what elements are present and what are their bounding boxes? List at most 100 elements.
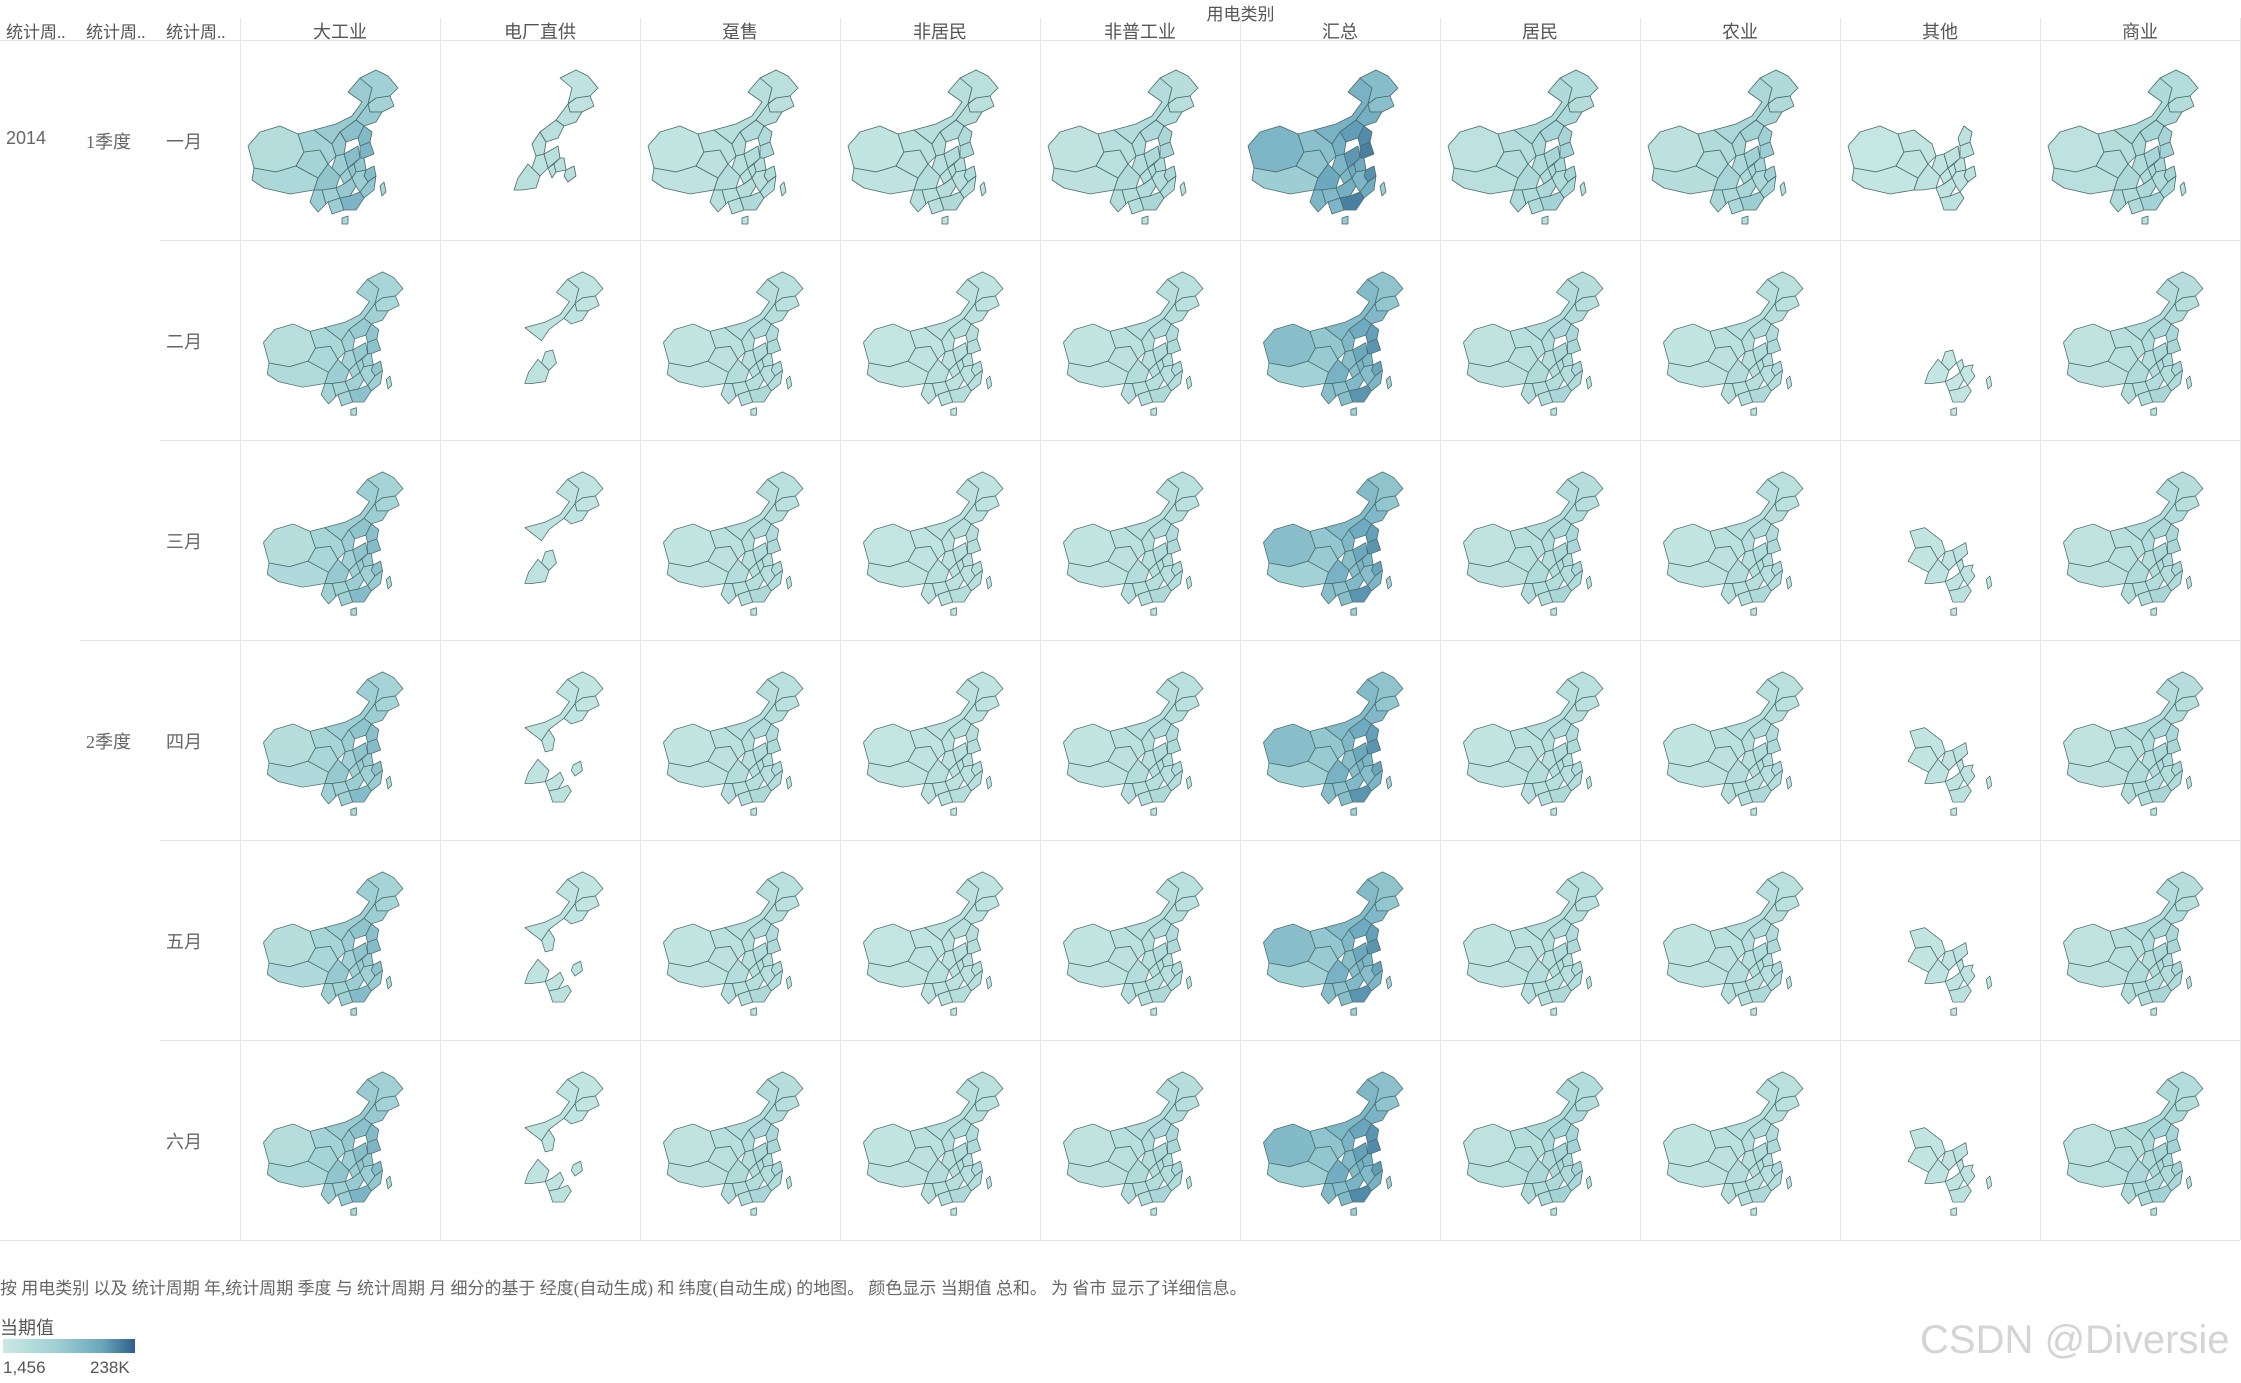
province-shandong[interactable] <box>1365 1123 1380 1143</box>
province-sichuan[interactable] <box>513 163 541 191</box>
province-shanxi[interactable] <box>341 1129 355 1153</box>
province-hainan[interactable] <box>1150 607 1157 616</box>
column-header-4[interactable]: 非普工业 <box>1104 22 1176 42</box>
province-jiangsu[interactable] <box>367 538 381 555</box>
province-jiangsu[interactable] <box>1567 538 1581 555</box>
province-fujian[interactable] <box>967 970 983 992</box>
province-shanxi[interactable] <box>1341 929 1355 953</box>
province-taiwan[interactable] <box>985 375 993 390</box>
province-yunnan[interactable] <box>2120 783 2137 805</box>
province-taiwan[interactable] <box>1385 375 1393 390</box>
province-guangdong[interactable] <box>948 784 972 803</box>
province-hainan[interactable] <box>1150 1207 1157 1216</box>
province-jiangsu[interactable] <box>767 1138 781 1155</box>
map-cell[interactable] <box>840 1040 1040 1240</box>
province-shandong[interactable] <box>2157 125 2173 147</box>
province-shandong[interactable] <box>365 923 380 943</box>
province-xinjiang[interactable] <box>1663 1123 1716 1168</box>
map-cell[interactable] <box>1840 840 2040 1040</box>
province-shaanxi[interactable] <box>1941 549 1957 571</box>
province-yunnan[interactable] <box>320 783 337 805</box>
province-hainan[interactable] <box>1750 1007 1757 1016</box>
province-fujian[interactable] <box>2159 175 2177 199</box>
province-taiwan[interactable] <box>2185 775 2193 790</box>
province-xinjiang[interactable] <box>1063 923 1116 968</box>
map-cell[interactable] <box>840 840 1040 1040</box>
province-shaanxi[interactable] <box>1941 749 1957 771</box>
province-fujian[interactable] <box>1359 175 1377 199</box>
province-anhui[interactable] <box>553 157 567 173</box>
province-taiwan[interactable] <box>2179 181 2187 197</box>
province-hunan[interactable] <box>1935 177 1957 199</box>
province-jiangxi[interactable] <box>1959 964 1976 986</box>
province-shandong[interactable] <box>2165 923 2180 943</box>
province-hainan[interactable] <box>950 607 957 616</box>
province-xinjiang[interactable] <box>1463 523 1516 568</box>
province-gansu[interactable] <box>1909 927 1946 960</box>
province-sichuan[interactable] <box>524 1158 550 1184</box>
province-shanxi[interactable] <box>1341 329 1355 353</box>
province-hainan[interactable] <box>2141 215 2149 225</box>
province-fujian[interactable] <box>367 370 383 392</box>
province-shandong[interactable] <box>2165 323 2180 343</box>
province-hainan[interactable] <box>1550 1207 1557 1216</box>
province-guangdong[interactable] <box>1748 1184 1772 1203</box>
province-hainan[interactable] <box>2150 1007 2157 1016</box>
province-shanxi[interactable] <box>931 131 947 157</box>
province-xinjiang[interactable] <box>2063 1123 2116 1168</box>
province-shandong[interactable] <box>765 923 780 943</box>
province-shanxi[interactable] <box>941 929 955 953</box>
map-cell[interactable] <box>440 440 640 640</box>
map-cell[interactable] <box>1040 240 1240 440</box>
province-jiangsu[interactable] <box>367 938 381 955</box>
province-guangdong[interactable] <box>548 984 572 1003</box>
map-cell[interactable] <box>440 240 640 440</box>
province-shandong[interactable] <box>1565 523 1580 543</box>
province-jiangxi[interactable] <box>1959 764 1976 786</box>
province-sichuan[interactable] <box>1924 1158 1950 1184</box>
province-hainan[interactable] <box>350 1207 357 1216</box>
province-fujian[interactable] <box>767 370 783 392</box>
map-cell[interactable] <box>1040 440 1240 640</box>
province-guangdong[interactable] <box>1348 1184 1372 1203</box>
province-guangdong[interactable] <box>748 384 772 403</box>
province-sichuan[interactable] <box>1913 163 1941 191</box>
province-shanxi[interactable] <box>1141 929 1155 953</box>
province-yunnan[interactable] <box>2120 583 2137 605</box>
province-guangdong[interactable] <box>1548 384 1572 403</box>
province-jiangsu[interactable] <box>1767 1138 1781 1155</box>
province-guangdong[interactable] <box>1748 384 1772 403</box>
province-fujian[interactable] <box>1759 175 1777 199</box>
province-guangdong[interactable] <box>348 584 372 603</box>
province-xinjiang[interactable] <box>863 923 916 968</box>
province-shandong[interactable] <box>765 523 780 543</box>
province-jiangsu[interactable] <box>967 1138 981 1155</box>
province-shanxi[interactable] <box>341 929 355 953</box>
province-shanxi[interactable] <box>2141 1129 2155 1153</box>
province-yunnan[interactable] <box>909 189 927 213</box>
province-shanxi[interactable] <box>2141 329 2155 353</box>
province-taiwan[interactable] <box>1385 975 1393 990</box>
province-taiwan[interactable] <box>1579 181 1587 197</box>
province-guangdong[interactable] <box>1339 191 1365 211</box>
map-cell[interactable] <box>440 40 640 240</box>
province-guangdong[interactable] <box>1348 984 1372 1003</box>
province-guangdong[interactable] <box>1948 384 1972 403</box>
province-hainan[interactable] <box>950 407 957 416</box>
province-xinjiang[interactable] <box>263 523 316 568</box>
province-taiwan[interactable] <box>979 181 987 197</box>
map-cell[interactable] <box>640 1040 840 1240</box>
province-hainan[interactable] <box>750 807 757 816</box>
province-taiwan[interactable] <box>1585 575 1593 590</box>
province-xinjiang[interactable] <box>2063 923 2116 968</box>
map-cell[interactable] <box>840 240 1040 440</box>
province-taiwan[interactable] <box>779 181 787 197</box>
province-shanxi[interactable] <box>941 329 955 353</box>
province-guangdong[interactable] <box>739 191 765 211</box>
province-jiangsu[interactable] <box>967 738 981 755</box>
province-fujian[interactable] <box>2167 570 2183 592</box>
province-guangdong[interactable] <box>548 784 572 803</box>
province-jiangsu[interactable] <box>1567 938 1581 955</box>
province-shaanxi[interactable] <box>1941 949 1957 971</box>
province-guangdong[interactable] <box>939 191 965 211</box>
